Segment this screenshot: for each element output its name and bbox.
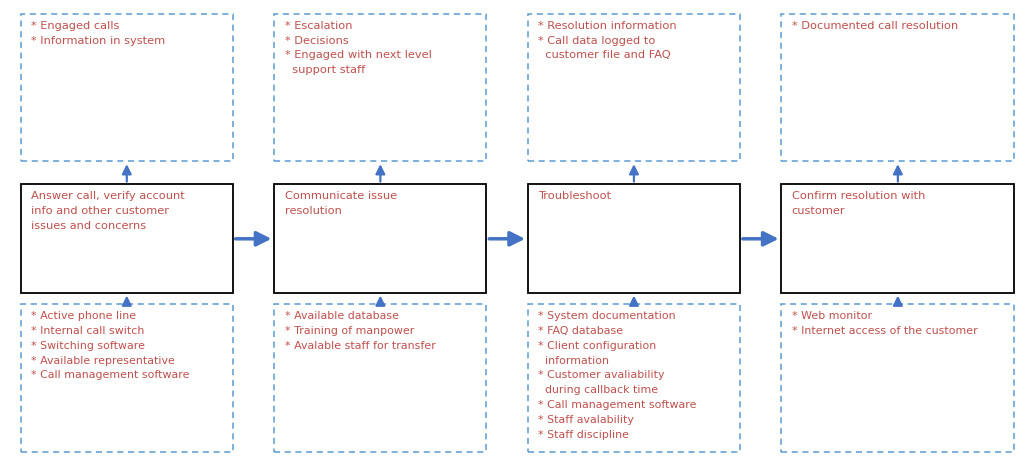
Text: * Active phone line
* Internal call switch
* Switching software
* Available repr: * Active phone line * Internal call swit… (31, 311, 189, 380)
Bar (21, 14, 233, 161)
Bar (274, 184, 486, 293)
Bar (528, 14, 740, 161)
Bar (274, 14, 486, 161)
Text: * Engaged calls
* Information in system: * Engaged calls * Information in system (31, 21, 166, 46)
Bar (781, 304, 1014, 452)
Text: Communicate issue
resolution: Communicate issue resolution (285, 191, 396, 216)
Text: Troubleshoot: Troubleshoot (538, 191, 612, 201)
Text: * Documented call resolution: * Documented call resolution (792, 21, 958, 31)
Text: Confirm resolution with
customer: Confirm resolution with customer (792, 191, 925, 216)
Bar (528, 304, 740, 452)
Text: Answer call, verify account
info and other customer
issues and concerns: Answer call, verify account info and oth… (31, 191, 185, 231)
Text: * System documentation
* FAQ database
* Client configuration
  information
* Cus: * System documentation * FAQ database * … (538, 311, 697, 440)
Bar (21, 184, 233, 293)
Bar (528, 184, 740, 293)
Text: * Web monitor
* Internet access of the customer: * Web monitor * Internet access of the c… (792, 311, 977, 336)
Bar (781, 14, 1014, 161)
Text: * Escalation
* Decisions
* Engaged with next level
  support staff: * Escalation * Decisions * Engaged with … (285, 21, 432, 75)
Text: * Available database
* Training of manpower
* Avalable staff for transfer: * Available database * Training of manpo… (285, 311, 436, 351)
Text: * Resolution information
* Call data logged to
  customer file and FAQ: * Resolution information * Call data log… (538, 21, 677, 60)
Bar (21, 304, 233, 452)
Bar (274, 304, 486, 452)
Bar (781, 184, 1014, 293)
